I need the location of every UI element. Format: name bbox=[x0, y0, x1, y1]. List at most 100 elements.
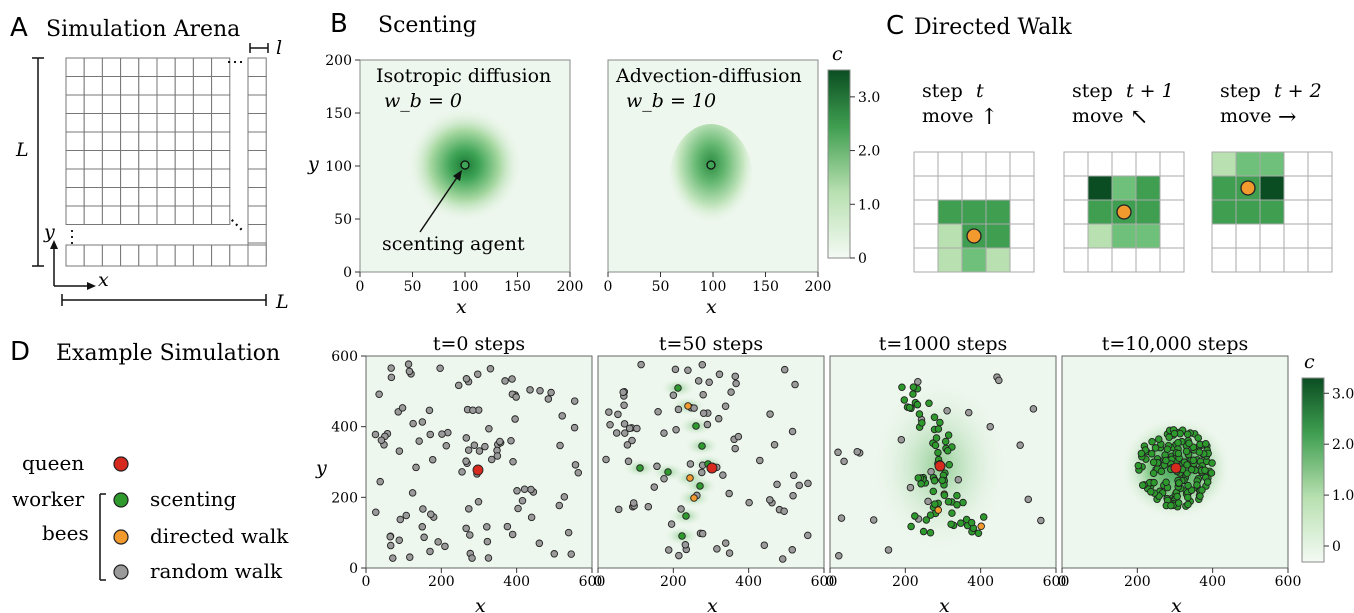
panel-b-ylabel: y bbox=[307, 153, 319, 175]
bee-dot bbox=[458, 468, 466, 476]
arena-cell bbox=[65, 244, 85, 267]
bee-dot bbox=[690, 404, 698, 412]
bee-dot bbox=[732, 379, 740, 388]
arena-cell bbox=[156, 57, 176, 77]
arena-cell bbox=[192, 76, 213, 96]
arena-cell bbox=[192, 57, 213, 77]
arena-cell bbox=[156, 187, 176, 207]
bee-dot bbox=[371, 430, 380, 439]
panel-b-xtick-label: 150 bbox=[504, 279, 531, 295]
panel-b: B Scenting Isotropic diffusion w_b = 0 s… bbox=[307, 9, 880, 318]
bee-dot bbox=[415, 437, 423, 445]
bee-dot bbox=[944, 431, 953, 439]
legend-scenting-label: scenting bbox=[150, 487, 236, 511]
bee-dot bbox=[376, 477, 384, 486]
bee-dot bbox=[574, 469, 583, 477]
bee-dot bbox=[567, 550, 575, 558]
bee-dot bbox=[614, 410, 622, 419]
walk-grid-cell bbox=[1063, 199, 1089, 225]
bee-dot bbox=[791, 380, 799, 389]
panel-d-cbar-label: 2.0 bbox=[1332, 437, 1354, 453]
bee-dot bbox=[1185, 439, 1193, 448]
bee-dot bbox=[900, 396, 909, 404]
panel-a-letter: A bbox=[10, 13, 28, 43]
bee-dot bbox=[468, 554, 476, 562]
bee-dot bbox=[438, 430, 446, 438]
bee-dot bbox=[470, 441, 479, 450]
arena-cell bbox=[120, 244, 140, 267]
scenting-agent-label: scenting agent bbox=[382, 233, 525, 255]
arena-cell bbox=[192, 131, 213, 151]
walk-grid-cell bbox=[913, 199, 939, 225]
walk-grid-cell bbox=[1159, 223, 1185, 249]
panel-a: A Simulation Arena ⋯⋯ ⋯ L L l y x bbox=[10, 13, 289, 313]
bee-dot bbox=[527, 485, 535, 494]
bee-dot bbox=[853, 447, 861, 456]
arena-cell bbox=[156, 168, 176, 188]
walk-grid-cell bbox=[1211, 223, 1237, 249]
bee-dot bbox=[934, 448, 942, 457]
bee-dot bbox=[671, 365, 680, 374]
walk-grid-cell bbox=[1235, 199, 1261, 225]
bee-dot bbox=[926, 528, 935, 537]
bee-dot bbox=[629, 499, 638, 507]
panel-b-ytick-label: 0 bbox=[343, 265, 352, 281]
bee-dot bbox=[620, 420, 629, 428]
bee-dot bbox=[898, 383, 906, 391]
walk-grid-cell bbox=[1259, 151, 1285, 177]
y-axis-arrowhead bbox=[50, 240, 58, 249]
simulation-snapshots: t=0 steps 0 200 400 600 x t=50 steps 0 200 400 600… bbox=[331, 333, 1301, 613]
arena-cell bbox=[120, 57, 140, 77]
bee-dot bbox=[419, 505, 427, 513]
bee-dot bbox=[953, 491, 961, 500]
arena-cell bbox=[138, 57, 158, 77]
bee-dot bbox=[694, 377, 703, 385]
arena-cell bbox=[247, 76, 267, 96]
legend-directed-dot bbox=[113, 529, 129, 545]
bee-dot bbox=[745, 498, 753, 507]
panel-d-title: Example Simulation bbox=[56, 341, 280, 366]
walk-grid-cell bbox=[1009, 223, 1035, 249]
arena-cell bbox=[247, 131, 267, 151]
bee-dot bbox=[766, 410, 774, 418]
bee-dot bbox=[420, 533, 428, 542]
panel-b-cbar-label: 0 bbox=[858, 251, 867, 267]
bee-dot bbox=[389, 554, 397, 562]
walk-grid-cell bbox=[937, 247, 963, 273]
bee-dot bbox=[788, 546, 796, 554]
walk-grid-cell bbox=[1009, 199, 1035, 225]
walk-grid-cell bbox=[985, 175, 1011, 201]
snapshot-xtick-label: 0 bbox=[594, 574, 603, 590]
bee-dot bbox=[1184, 493, 1192, 502]
bee-dot bbox=[675, 551, 683, 560]
bee-dot bbox=[1174, 438, 1182, 447]
snapshot-xtick-label: 600 bbox=[811, 574, 838, 590]
bee-dot bbox=[481, 442, 489, 451]
step-variable: t + 1 bbox=[1126, 80, 1174, 102]
arena-cell bbox=[174, 113, 194, 133]
bee-dot bbox=[909, 390, 917, 398]
walk-grid-cell bbox=[985, 223, 1011, 249]
panel-b-title: Scenting bbox=[378, 13, 477, 38]
arena-cell bbox=[156, 244, 176, 267]
move-label: move bbox=[1072, 105, 1123, 127]
bee-dot bbox=[614, 505, 623, 514]
arena-cell bbox=[192, 244, 213, 267]
bee-dot bbox=[1138, 481, 1147, 489]
arena-cell bbox=[211, 168, 231, 188]
walk-grid-cell bbox=[1135, 247, 1161, 273]
bee-dot bbox=[929, 487, 938, 496]
arena-cell bbox=[211, 131, 231, 151]
arena-cell bbox=[192, 94, 213, 114]
panel-a-title: Simulation Arena bbox=[46, 17, 240, 42]
bee-dot bbox=[425, 406, 434, 415]
bee-dot bbox=[1149, 458, 1158, 467]
walk-grid-cell bbox=[1211, 199, 1237, 225]
snapshot-frame bbox=[365, 355, 593, 569]
bee-dot bbox=[625, 424, 634, 433]
arena-cell bbox=[247, 244, 267, 267]
panel-d-letter: D bbox=[10, 337, 30, 367]
bee-dot bbox=[1201, 466, 1209, 474]
bee-dot bbox=[1162, 478, 1170, 487]
bee-dot bbox=[714, 414, 723, 423]
